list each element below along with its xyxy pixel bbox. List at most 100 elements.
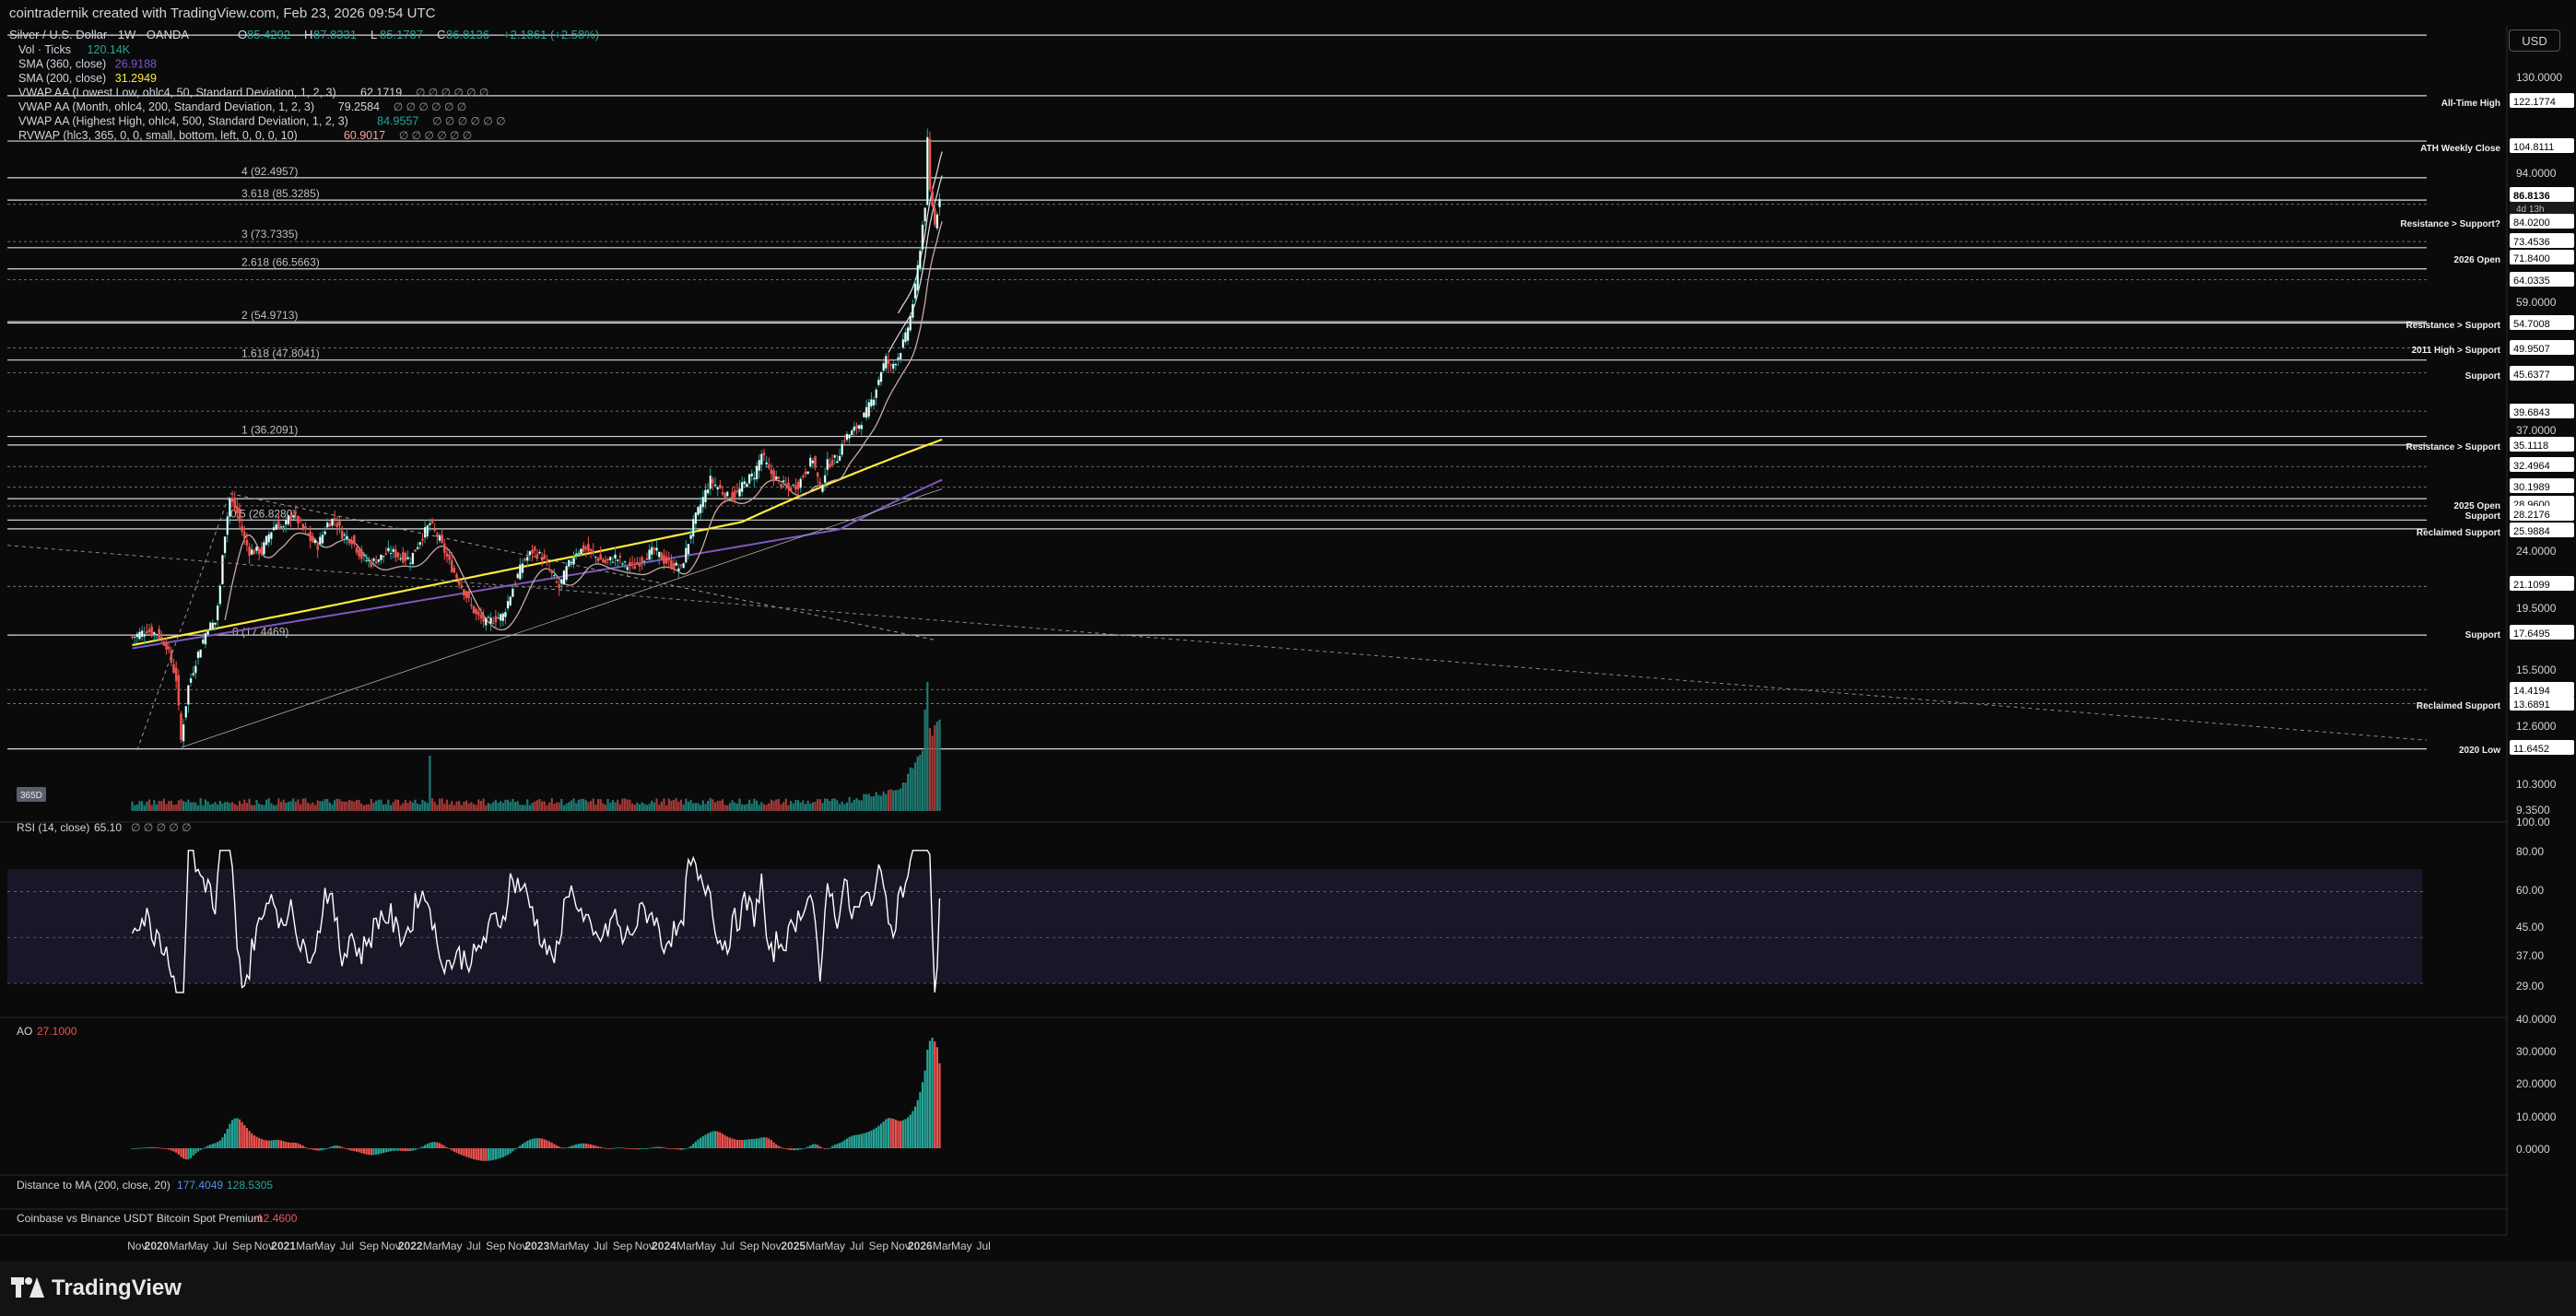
volume-bar-308 bbox=[907, 773, 910, 811]
volume-bar-111 bbox=[426, 803, 429, 811]
volume-bar-287 bbox=[855, 798, 858, 811]
volume-bar-270 bbox=[814, 801, 817, 811]
volume-bar-70 bbox=[326, 799, 329, 811]
ao-bar-211 bbox=[670, 1148, 673, 1149]
ao-bar-0 bbox=[155, 1147, 159, 1148]
candle-body-179 bbox=[592, 550, 594, 554]
ao-bar-248 bbox=[760, 1137, 763, 1148]
candle-body-214 bbox=[677, 568, 680, 571]
volume-bar-293 bbox=[870, 796, 873, 811]
volume-bar-214 bbox=[677, 801, 680, 811]
legend-indicator-label-3: VWAP AA (Lowest Low, ohlc4, 50, Standard… bbox=[18, 87, 336, 100]
currency-button[interactable]: USD bbox=[2509, 29, 2560, 52]
fib-label-2: 3 (73.7335) bbox=[241, 228, 298, 241]
legend-indicator-value-1: 26.9188 bbox=[115, 58, 157, 71]
volume-bar-162 bbox=[550, 798, 553, 811]
time-axis-tick-10: Jul bbox=[340, 1240, 354, 1252]
volume-bar-119 bbox=[445, 799, 449, 811]
candle-body-84 bbox=[360, 549, 363, 559]
chart-canvas[interactable]: 4 (92.4957) 3.618 (85.3285) 3 (73.7335) 2.6… bbox=[0, 26, 2576, 1261]
ao-bar-217 bbox=[685, 1148, 688, 1149]
ao-bar-261 bbox=[792, 1148, 794, 1151]
volume-bar-190 bbox=[618, 804, 621, 811]
volume-bar-168 bbox=[565, 803, 568, 811]
volume-bar--2 bbox=[150, 805, 153, 811]
time-axis-tick-30: Nov bbox=[761, 1240, 781, 1252]
volume-bar-54 bbox=[287, 802, 290, 811]
volume-bar-38 bbox=[248, 798, 251, 811]
volume-bar-246 bbox=[755, 800, 759, 811]
legend-ohlc-value-0: 85.4292 bbox=[247, 28, 290, 41]
ao-bar-55 bbox=[289, 1142, 292, 1148]
ao-bar-132 bbox=[477, 1148, 480, 1161]
candle-body-189 bbox=[616, 559, 619, 561]
ao-bar-271 bbox=[817, 1145, 819, 1148]
candle-body-321 bbox=[938, 198, 941, 207]
price-label-box-20 bbox=[2510, 696, 2574, 711]
volume-bar-163 bbox=[553, 804, 556, 811]
candle-body-274 bbox=[823, 475, 827, 483]
candle-body-156 bbox=[535, 554, 539, 559]
ao-bar-56 bbox=[292, 1142, 295, 1148]
ao-bar-308 bbox=[907, 1117, 910, 1148]
candle-body-66 bbox=[316, 545, 319, 550]
ao-bar-95 bbox=[387, 1148, 390, 1152]
volume-bar-88 bbox=[370, 799, 372, 811]
price-label-box-5 bbox=[2510, 250, 2574, 264]
ao-bar-194 bbox=[629, 1148, 631, 1149]
ao-bar-262 bbox=[794, 1148, 797, 1151]
ao-bar-157 bbox=[538, 1138, 541, 1148]
candle-body-144 bbox=[506, 601, 510, 609]
time-axis-tick-38: Mar bbox=[933, 1240, 952, 1252]
candle-body-71 bbox=[328, 523, 332, 527]
legend-indicator-value-4: 79.2584 bbox=[338, 100, 380, 113]
candle-body-75 bbox=[338, 521, 341, 526]
legend-ohlc-key-3: C bbox=[437, 28, 445, 41]
candle-body-36 bbox=[243, 532, 246, 539]
volume-bar-289 bbox=[860, 800, 863, 811]
candle-body-64 bbox=[312, 535, 314, 543]
candle-body--8 bbox=[135, 633, 139, 638]
volume-bar-195 bbox=[630, 803, 634, 811]
ao-bar-77 bbox=[343, 1147, 346, 1149]
ao-bar-47 bbox=[270, 1140, 273, 1148]
ao-bar-164 bbox=[555, 1145, 559, 1148]
ao-bar-301 bbox=[889, 1118, 892, 1148]
price-label-box-11 bbox=[2510, 437, 2574, 452]
candle-body-281 bbox=[841, 443, 843, 455]
ao-bar-101 bbox=[402, 1148, 405, 1151]
tradingview-logo[interactable]: TradingView bbox=[11, 1275, 182, 1301]
volume-bar-252 bbox=[770, 799, 773, 811]
candle-body-319 bbox=[933, 208, 936, 225]
volume-bar-13 bbox=[187, 799, 190, 811]
ao-bar-265 bbox=[802, 1148, 805, 1149]
volume-bar-204 bbox=[653, 802, 655, 811]
candle-body-209 bbox=[665, 557, 668, 564]
candle-body-96 bbox=[389, 552, 393, 555]
candle-body-87 bbox=[367, 559, 371, 562]
chart-header: cointradernik created with TradingView.c… bbox=[0, 0, 2576, 26]
ao-bar-256 bbox=[780, 1146, 782, 1148]
ao-bar-295 bbox=[875, 1127, 877, 1148]
ao-bar-90 bbox=[375, 1148, 378, 1155]
candle-body-226 bbox=[706, 489, 710, 494]
ao-bar-192 bbox=[624, 1147, 627, 1149]
candle-body-123 bbox=[455, 574, 458, 579]
candle-body-192 bbox=[623, 561, 627, 563]
ao-bar-206 bbox=[658, 1146, 661, 1148]
candle-body-191 bbox=[621, 563, 624, 565]
legend-indicator-label-1: SMA (360, close) bbox=[18, 58, 106, 71]
candle-body-290 bbox=[863, 412, 865, 417]
ao-bar-12 bbox=[184, 1148, 187, 1160]
candle-body-128 bbox=[467, 592, 471, 599]
ao-bar-162 bbox=[550, 1142, 553, 1148]
volume-bar-52 bbox=[282, 799, 285, 811]
ao-bar-316 bbox=[926, 1050, 929, 1148]
volume-bar-50 bbox=[277, 798, 280, 811]
volume-bar-186 bbox=[609, 803, 612, 811]
ao-bar-284 bbox=[848, 1136, 851, 1148]
ao-bar-298 bbox=[882, 1121, 885, 1148]
volume-bar-164 bbox=[555, 802, 559, 811]
ao-bar-280 bbox=[838, 1143, 841, 1148]
volume-bar-132 bbox=[477, 799, 480, 811]
